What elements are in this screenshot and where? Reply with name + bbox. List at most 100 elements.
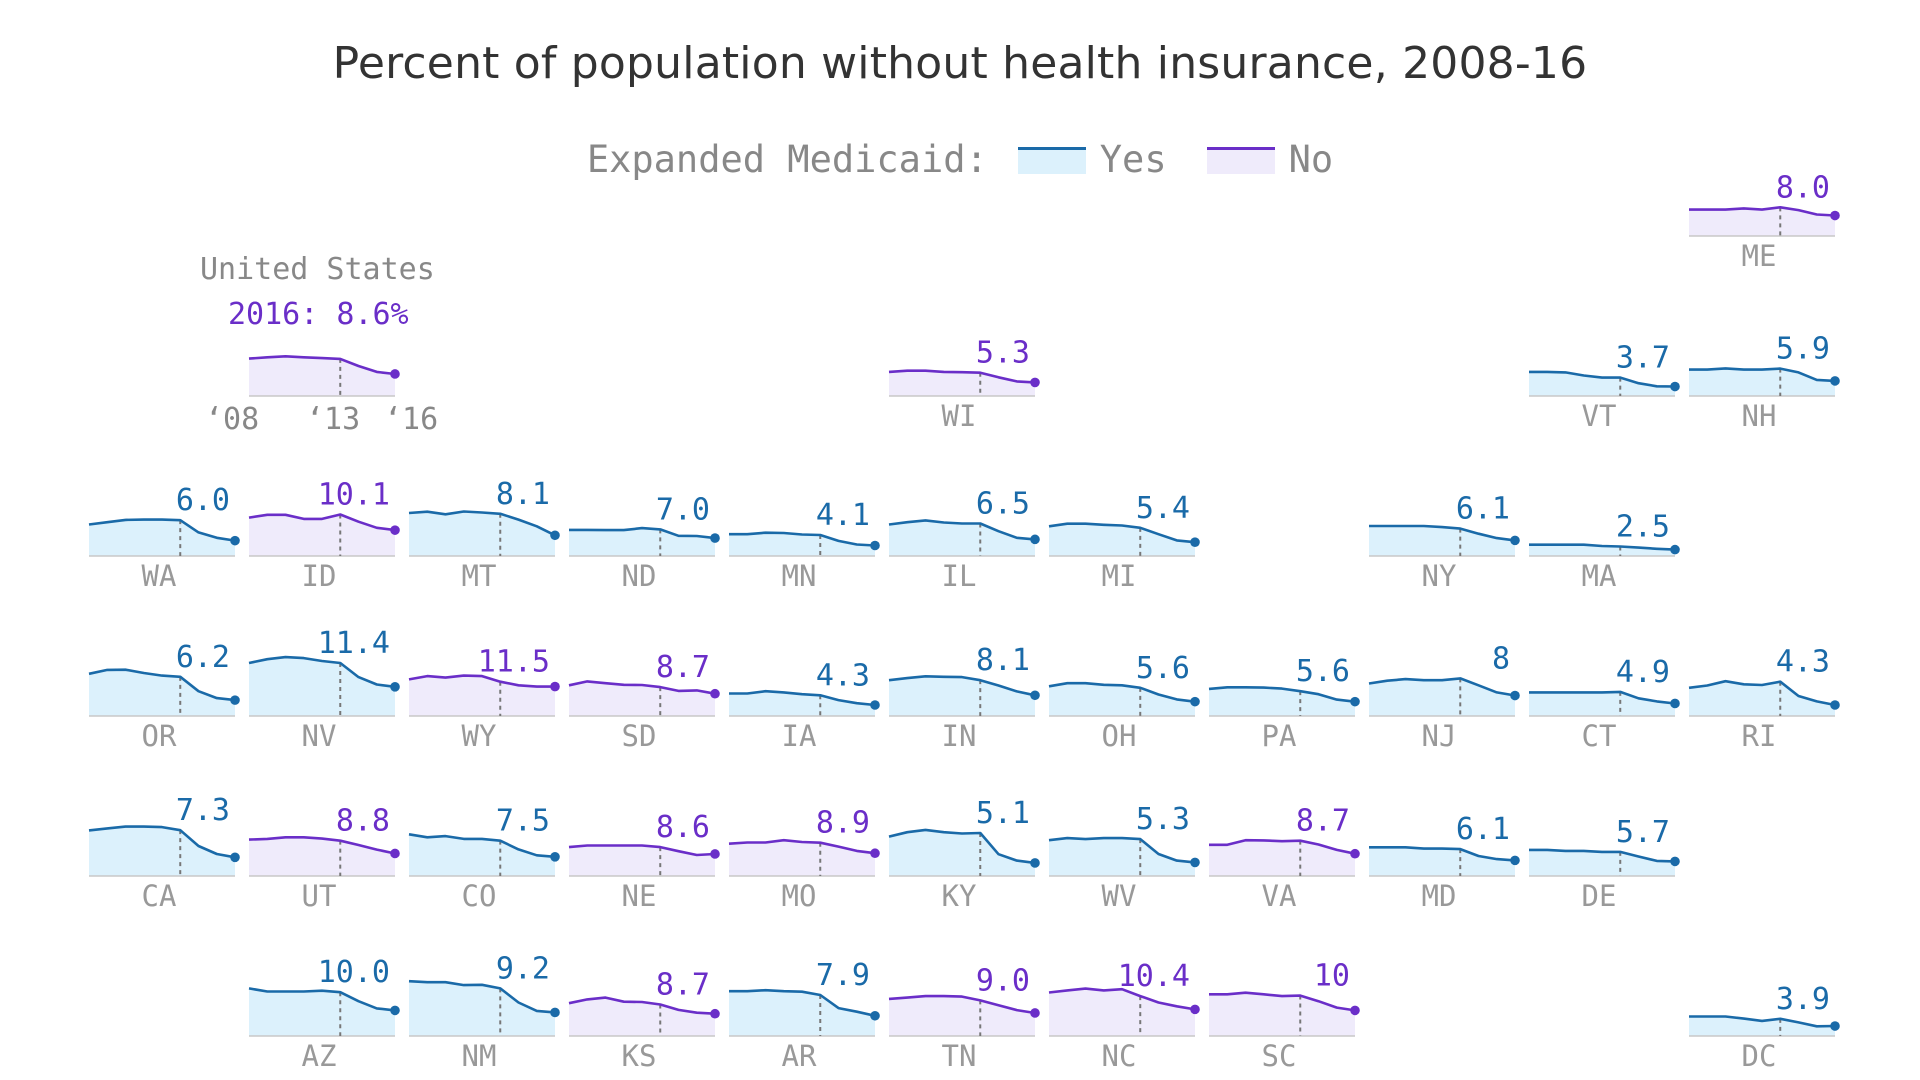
state-label-nd: ND [622,559,657,593]
line-ar [729,988,876,1018]
line-oh [1048,681,1196,703]
area-va [1209,840,1355,876]
sparkline-me: 8.0 ME [1689,170,1840,273]
line-ct [1529,690,1676,705]
area-ny [1369,526,1515,556]
line-il [888,519,1036,541]
state-label-or: OR [142,719,177,753]
line-ny [1369,524,1516,542]
sparkline-ia: 4.3 IA [729,658,880,753]
line-ut [248,836,396,855]
state-label-mo: MO [782,879,817,913]
area-ct [1529,691,1675,716]
end-dot-nv [390,682,400,692]
state-label-wi: WI [942,399,977,433]
value-label-ct: 4.9 [1616,655,1670,690]
line-de [1529,848,1676,863]
line-nc [1048,987,1196,1011]
end-dot-nm [550,1007,560,1018]
sparkline-or: 6.2 OR [88,640,240,753]
state-label-vt: VT [1582,399,1617,433]
state-label-tn: TN [942,1039,977,1073]
state-label-ky: KY [942,879,977,913]
value-label-az: 10.0 [318,955,390,990]
end-dot-ri [1830,700,1840,710]
line-sc [1209,991,1356,1012]
legend-label: Expanded Medicaid: [586,138,988,181]
area-ne [569,845,715,876]
sparkline-ks: 8.7 KS [568,968,720,1073]
area-pa [1209,687,1355,716]
value-label-nj: 8 [1492,641,1510,676]
end-dot-ny [1510,535,1520,546]
value-label-il: 6.5 [976,486,1030,521]
value-label-nm: 9.2 [496,951,550,986]
area-wy [409,675,555,716]
state-label-va: VA [1262,879,1297,913]
area-or [89,669,235,716]
area-ma [1529,544,1675,556]
state-label-ca: CA [142,879,177,913]
line-ne [568,844,716,857]
sparkline-de: 5.7 DE [1529,815,1680,913]
end-dot-dc [1830,1021,1840,1031]
value-label-wv: 5.3 [1136,802,1190,837]
area-il [889,520,1035,556]
sparkline-ne: 8.6 NE [568,810,720,913]
value-label-or: 6.2 [176,640,230,675]
us-year-start-label: ‘08 [205,402,260,437]
end-dot-tn [1030,1008,1040,1018]
line-or [88,668,236,702]
end-dot-nj [1510,690,1520,701]
line-ky [888,828,1036,865]
state-label-ne: NE [622,879,657,913]
state-label-ut: UT [302,879,337,913]
line-mi [1048,522,1196,544]
end-dot-ne [710,849,720,859]
sparkline-ri: 4.3 RI [1688,645,1840,753]
value-label-tn: 9.0 [976,963,1030,998]
sparkline-ky: 5.1 KY [888,796,1040,913]
sparkline-ca: 7.3 CA [88,793,240,913]
sparkline-ut: 8.8 UT [248,804,400,913]
state-label-mn: MN [782,559,817,593]
area-mi [1049,523,1195,556]
end-dot-or [230,695,240,705]
area-tn [889,996,1035,1036]
value-label-ca: 7.3 [176,793,230,828]
area-ri [1689,681,1835,716]
end-dot-ar [870,1010,880,1021]
sparkline-vt: 3.7 VT [1529,341,1680,433]
line-wy [408,674,555,688]
end-dot-id [390,525,400,535]
area-mo [729,840,875,876]
sparkline-dc: 3.9 DC [1689,982,1840,1073]
area-wi [889,370,1035,396]
area-me [1689,207,1835,236]
area-wv [1049,838,1195,876]
sparkline-pa: 5.6 PA [1208,654,1360,753]
end-dot-pa [1350,696,1360,707]
value-label-in: 8.1 [976,643,1030,678]
area-nc [1049,988,1195,1036]
state-label-de: DE [1582,879,1617,913]
state-label-ma: MA [1582,559,1617,593]
end-dot-wv [1190,857,1200,868]
end-dot-ma [1670,544,1680,555]
end-dot-md [1510,855,1520,866]
sparkline-sc: 10 SC [1209,959,1360,1073]
line-ia [729,689,876,707]
sparkline-va: 8.7 VA [1209,804,1360,913]
value-label-va: 8.7 [1296,804,1350,839]
legend-no-label: No [1288,138,1334,181]
area-nh [1689,368,1835,396]
state-label-ks: KS [622,1039,657,1073]
value-label-de: 5.7 [1616,815,1670,850]
sparkline-md: 6.1 MD [1369,812,1520,913]
end-dot-united-states [390,369,400,379]
end-dot-mi [1190,537,1200,547]
end-dot-mn [870,540,880,551]
line-wi [888,369,1036,384]
line-ca [88,825,236,859]
